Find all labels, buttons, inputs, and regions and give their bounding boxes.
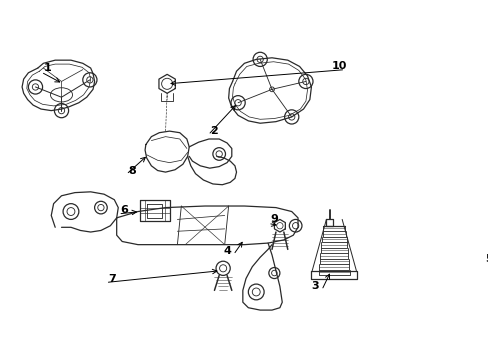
Text: 2: 2 (210, 126, 218, 136)
Text: 7: 7 (108, 274, 116, 284)
Text: 8: 8 (128, 166, 136, 176)
Text: 9: 9 (270, 215, 278, 224)
Text: 10: 10 (331, 61, 346, 71)
Text: 3: 3 (311, 282, 319, 292)
Text: 5: 5 (484, 254, 488, 264)
Text: 1: 1 (43, 63, 51, 73)
Text: 4: 4 (223, 246, 230, 256)
Text: 6: 6 (121, 205, 128, 215)
